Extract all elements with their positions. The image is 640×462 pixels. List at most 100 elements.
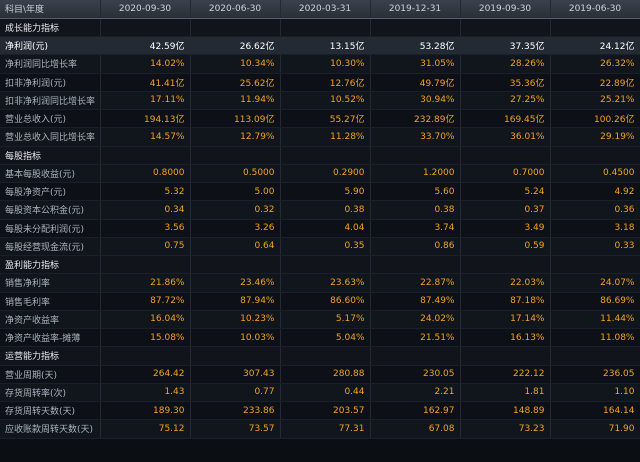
value-cell: 17.11% [100,91,191,111]
row-label: 净资产收益率-摊薄 [0,328,101,348]
row-label: 每股资本公积金(元) [0,200,101,220]
section-title: 盈利能力指标 [0,255,101,275]
value-cell: 10.34% [190,54,281,74]
table-row[interactable]: 存货周转率(次) 1.43 0.77 0.44 2.21 1.81 1.10 [0,383,640,403]
table-row[interactable]: 每股净资产(元) 5.32 5.00 5.90 5.60 5.24 4.92 [0,182,640,202]
table-row[interactable]: 销售毛利率 87.72% 87.94% 86.60% 87.49% 87.18% 86.69… [0,292,640,311]
row-label: 销售毛利率 [0,292,101,311]
header-cell-subject-year[interactable]: 科目\年度 [0,0,101,19]
value-cell: 87.49% [370,292,461,311]
value-cell: 23.46% [190,273,281,293]
value-cell: 33.70% [370,127,461,147]
value-cell: 3.18 [550,219,640,238]
table-row[interactable]: 每股未分配利润(元) 3.56 3.26 4.04 3.74 3.49 3.18 [0,219,640,238]
row-label: 营业总收入同比增长率 [0,127,101,147]
table-row[interactable]: 扣非净利润(元) 41.41亿 25.62亿 12.76亿 49.79亿 35.36亿 22… [0,73,640,92]
section-empty-cell [460,255,551,275]
value-cell: 25.21% [550,91,640,111]
value-cell: 113.09亿 [190,109,281,129]
value-cell: 26.62亿 [190,36,281,56]
value-cell: 194.13亿 [100,109,191,129]
value-cell: 53.28亿 [370,36,461,56]
section-empty-cell [550,18,640,38]
value-cell: 25.62亿 [190,73,281,92]
section-empty-cell [460,346,551,366]
section-empty-cell [280,18,371,38]
value-cell: 22.89亿 [550,73,640,92]
row-label: 每股净资产(元) [0,182,101,202]
value-cell: 22.87% [370,273,461,293]
value-cell: 86.60% [280,292,371,311]
value-cell: 28.26% [460,54,551,74]
table-row[interactable]: 存货周转天数(天) 189.30 233.86 203.57 162.97 148.89 1… [0,401,640,421]
table-row[interactable]: 营业总收入(元) 194.13亿 113.09亿 55.27亿 232.89亿 169.4… [0,109,640,129]
row-label: 扣非净利润(元) [0,73,101,92]
header-cell-period[interactable]: 2019-06-30 [550,0,640,19]
value-cell: 4.92 [550,182,640,202]
value-cell: 11.08% [550,328,640,348]
header-cell-period[interactable]: 2020-03-31 [280,0,371,19]
value-cell: 0.38 [280,200,371,220]
value-cell: 203.57 [280,401,371,421]
section-empty-cell [370,346,461,366]
table-row[interactable]: 净资产收益率-摊薄 15.08% 10.03% 5.04% 21.51% 16.13% 11… [0,328,640,348]
value-cell: 73.23 [460,419,551,439]
section-header-row: 盈利能力指标 [0,255,640,275]
table-row[interactable]: 每股经营现金流(元) 0.75 0.64 0.35 0.86 0.59 0.33 [0,237,640,257]
table-row[interactable]: 扣非净利润同比增长率 17.11% 11.94% 10.52% 30.94% 27.25%… [0,91,640,111]
section-empty-cell [190,18,281,38]
section-empty-cell [190,255,281,275]
value-cell: 31.05% [370,54,461,74]
value-cell: 0.4500 [550,164,640,184]
value-cell: 5.90 [280,182,371,202]
section-empty-cell [100,146,191,165]
table-row[interactable]: 营业总收入同比增长率 14.57% 12.79% 11.28% 33.70% 36.01%… [0,127,640,147]
section-header-row: 每股指标 [0,146,640,165]
section-title: 成长能力指标 [0,18,101,38]
value-cell: 16.04% [100,310,191,330]
section-empty-cell [550,346,640,366]
value-cell: 14.57% [100,127,191,147]
value-cell: 3.56 [100,219,191,238]
row-label: 应收账款周转天数(天) [0,419,101,439]
section-empty-cell [280,346,371,366]
table-row[interactable]: 基本每股收益(元) 0.8000 0.5000 0.2900 1.2000 0.7000 0… [0,164,640,184]
table-row[interactable]: 净利润(元) 42.59亿 26.62亿 13.15亿 53.28亿 37.35亿 24.1… [0,36,640,56]
header-cell-period[interactable]: 2020-09-30 [100,0,191,19]
table-row[interactable]: 每股资本公积金(元) 0.34 0.32 0.38 0.38 0.37 0.36 [0,200,640,220]
value-cell: 0.38 [370,200,461,220]
value-cell: 3.74 [370,219,461,238]
header-cell-period[interactable]: 2020-06-30 [190,0,281,19]
table-row[interactable]: 销售净利率 21.86% 23.46% 23.63% 22.87% 22.03% 24.07… [0,273,640,293]
value-cell: 24.07% [550,273,640,293]
table-body: 成长能力指标 净利润(元) 42.59亿 26.62亿 13.15亿 53.28亿 37.3… [0,18,640,439]
value-cell: 264.42 [100,365,191,384]
value-cell: 24.02% [370,310,461,330]
value-cell: 0.75 [100,237,191,257]
value-cell: 36.01% [460,127,551,147]
value-cell: 87.94% [190,292,281,311]
header-cell-period[interactable]: 2019-09-30 [460,0,551,19]
value-cell: 42.59亿 [100,36,191,56]
section-empty-cell [550,255,640,275]
section-empty-cell [280,255,371,275]
value-cell: 77.31 [280,419,371,439]
table-row[interactable]: 净利润同比增长率 14.02% 10.34% 10.30% 31.05% 28.26% 26… [0,54,640,74]
value-cell: 71.90 [550,419,640,439]
value-cell: 0.32 [190,200,281,220]
table-row[interactable]: 应收账款周转天数(天) 75.12 73.57 77.31 67.08 73.23 71.9… [0,419,640,439]
section-header-row: 运营能力指标 [0,346,640,366]
value-cell: 0.35 [280,237,371,257]
header-cell-period[interactable]: 2019-12-31 [370,0,461,19]
value-cell: 0.64 [190,237,281,257]
value-cell: 13.15亿 [280,36,371,56]
table-header-row: 科目\年度 2020-09-30 2020-06-30 2020-03-31 2… [0,0,640,19]
value-cell: 100.26亿 [550,109,640,129]
section-empty-cell [370,18,461,38]
value-cell: 5.17% [280,310,371,330]
table-row[interactable]: 营业周期(天) 264.42 307.43 280.88 230.05 222.12 236… [0,365,640,384]
value-cell: 0.7000 [460,164,551,184]
table-row[interactable]: 净资产收益率 16.04% 10.23% 5.17% 24.02% 17.14% 11.44… [0,310,640,330]
value-cell: 0.59 [460,237,551,257]
section-empty-cell [100,18,191,38]
